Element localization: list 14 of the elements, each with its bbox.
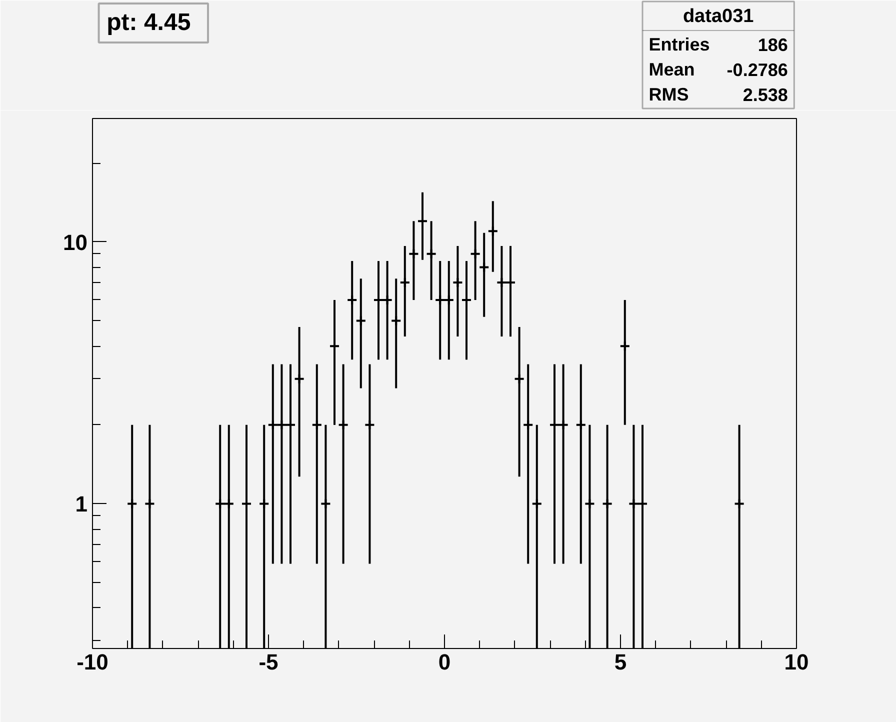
text: -0.2786 [726,60,788,80]
x-tick-label: 5 [614,650,627,674]
text: RMS [648,84,689,104]
text: 186 [758,35,788,55]
x-tick-label: 0 [438,650,451,674]
text: 2.538 [742,85,788,105]
y-tick-label: 1 [75,492,88,517]
x-tick-label: -5 [258,650,278,674]
x-tick-label: 10 [784,650,809,674]
text: Entries [648,34,710,54]
text: Mean [648,60,695,80]
text: data031 [682,6,754,27]
chart-title: pt: 4.45 [106,9,191,36]
x-tick-label: -10 [76,650,108,674]
